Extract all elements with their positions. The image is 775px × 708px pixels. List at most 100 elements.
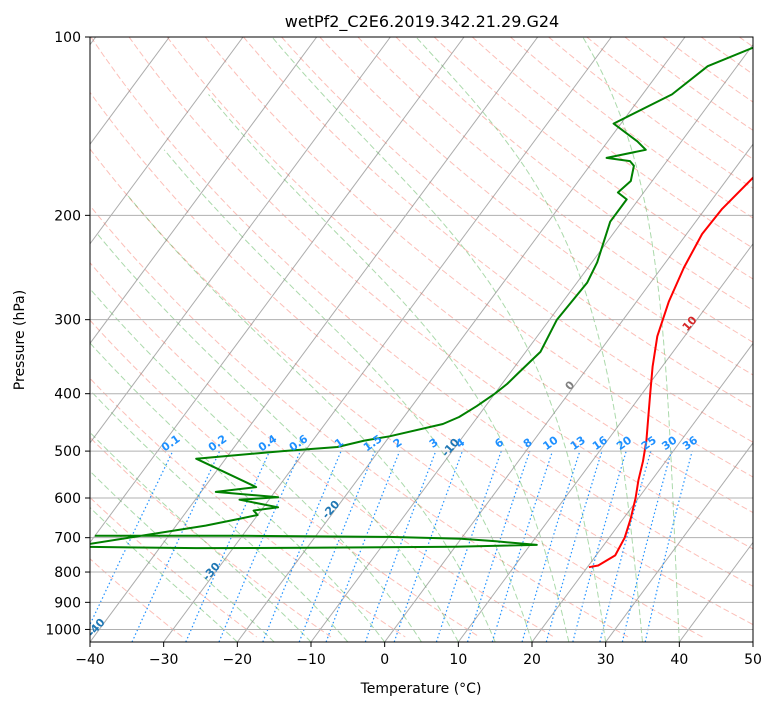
dry-adiabat: [166, 37, 753, 514]
dewpoint-line: [90, 46, 753, 550]
mixing-ratio-line: [644, 450, 693, 642]
moist-adiabat: [90, 470, 275, 642]
dry-adiabat: [204, 37, 753, 478]
mixing-ratio-label: 25: [639, 434, 659, 453]
dry-adiabat: [319, 37, 753, 376]
x-tick-label: 0: [380, 652, 389, 668]
y-tick-label: 500: [54, 444, 81, 460]
chart-title: wetPf2_C2E6.2019.342.21.29.G24: [285, 12, 559, 32]
moist-adiabat: [90, 506, 238, 642]
isotherm: [531, 342, 753, 642]
mixing-ratio-line: [364, 450, 437, 642]
isotherm: [90, 37, 244, 245]
isotherm: [90, 37, 170, 146]
dry-adiabat: [128, 37, 753, 550]
isotherm: [90, 37, 465, 544]
mixing-ratio-line: [491, 450, 554, 642]
reference-lines: [90, 37, 753, 642]
mixing-ratio-label: 10: [540, 433, 560, 453]
moist-adiabat: [90, 288, 422, 642]
y-axis-label: Pressure (hPa): [12, 290, 28, 390]
mixing-ratio-line: [521, 450, 581, 642]
y-tick-label: 800: [54, 565, 81, 581]
isotherm: [605, 442, 753, 642]
isotherm: [90, 37, 318, 345]
isotherm: [236, 37, 686, 642]
dry-adiabat: [281, 37, 753, 409]
mixing-ratio-label: 13: [568, 434, 588, 453]
mixing-ratio-line: [325, 450, 401, 642]
isotherm: [163, 37, 612, 642]
dry-adiabat: [90, 377, 406, 638]
x-tick-label: −10: [296, 652, 326, 668]
mixing-ratio-line: [262, 450, 342, 642]
isotherm-label: -30: [200, 560, 223, 584]
mixing-ratio-line: [572, 450, 627, 642]
isotherm: [457, 242, 753, 642]
moist-adiabat: [90, 389, 349, 642]
isotherm: [384, 143, 753, 642]
y-tick-label: 1000: [45, 622, 81, 638]
y-axis: 100 200 300 400 500 600 700 800 900 1000: [45, 30, 90, 638]
dry-adiabat: [90, 204, 629, 638]
x-tick-label: −30: [149, 652, 179, 668]
mixing-ratio-line: [298, 450, 376, 642]
isotherm-label: 0: [563, 378, 578, 393]
dry-adiabat: [90, 436, 332, 638]
y-tick-label: 900: [54, 595, 81, 611]
isotherm-label: -20: [319, 498, 342, 522]
isotherm: [752, 641, 753, 642]
isotherm-label: 10: [680, 313, 700, 333]
y-tick-label: 400: [54, 387, 81, 403]
profile-lines: [90, 46, 753, 569]
dry-adiabat: [510, 37, 753, 219]
dry-adiabat: [662, 37, 753, 103]
x-tick-label: 20: [523, 652, 541, 668]
dry-adiabat: [90, 148, 703, 638]
mixing-ratio-line: [545, 450, 603, 642]
isotherm-label: -40: [85, 616, 108, 640]
mixing-ratio-label: 3: [427, 436, 441, 451]
dry-adiabat: [90, 91, 753, 626]
moist-adiabat: [582, 37, 680, 642]
x-tick-label: 10: [449, 652, 467, 668]
mixing-ratio-label: 8: [521, 436, 535, 451]
dry-adiabat: [395, 37, 753, 311]
dry-adiabat: [700, 37, 753, 75]
plot-frame: [89, 36, 754, 643]
dry-adiabat: [471, 37, 753, 249]
moist-adiabat: [127, 194, 496, 642]
mixing-ratio-line: [435, 450, 502, 642]
y-tick-label: 200: [54, 208, 81, 224]
y-tick-label: 300: [54, 313, 81, 329]
mixing-ratio-line: [218, 450, 302, 642]
moist-adiabat: [415, 37, 643, 642]
x-tick-label: 30: [597, 652, 615, 668]
x-axis: −40 −30 −20 −10 0 10 20 30 40 50: [75, 642, 762, 668]
mixing-ratio-line: [466, 450, 531, 642]
dry-adiabat: [624, 37, 753, 131]
mixing-ratio-line: [621, 450, 672, 642]
mixing-ratio-label: 30: [659, 433, 679, 453]
mixing-ratio-line: [599, 450, 652, 642]
isotherm: [310, 43, 753, 642]
dry-adiabat: [548, 37, 753, 189]
moist-adiabat: [97, 233, 459, 642]
moist-adiabat: [271, 37, 607, 642]
y-tick-label: 700: [54, 531, 81, 547]
pressure-gridlines: [90, 37, 753, 630]
mixing-ratio-label: 20: [614, 433, 634, 453]
moist-adiabat: [90, 342, 386, 642]
moist-adiabat: [208, 94, 570, 642]
y-tick-label: 600: [54, 491, 81, 507]
x-axis-label: Temperature (°C): [360, 681, 482, 697]
x-tick-label: −20: [223, 652, 253, 668]
mixing-ratio-label: 16: [590, 433, 610, 453]
dry-adiabat: [586, 37, 753, 160]
x-tick-label: 50: [744, 652, 762, 668]
x-tick-label: −40: [75, 652, 105, 668]
dry-adiabat: [243, 37, 753, 443]
isotherm: [90, 37, 391, 444]
